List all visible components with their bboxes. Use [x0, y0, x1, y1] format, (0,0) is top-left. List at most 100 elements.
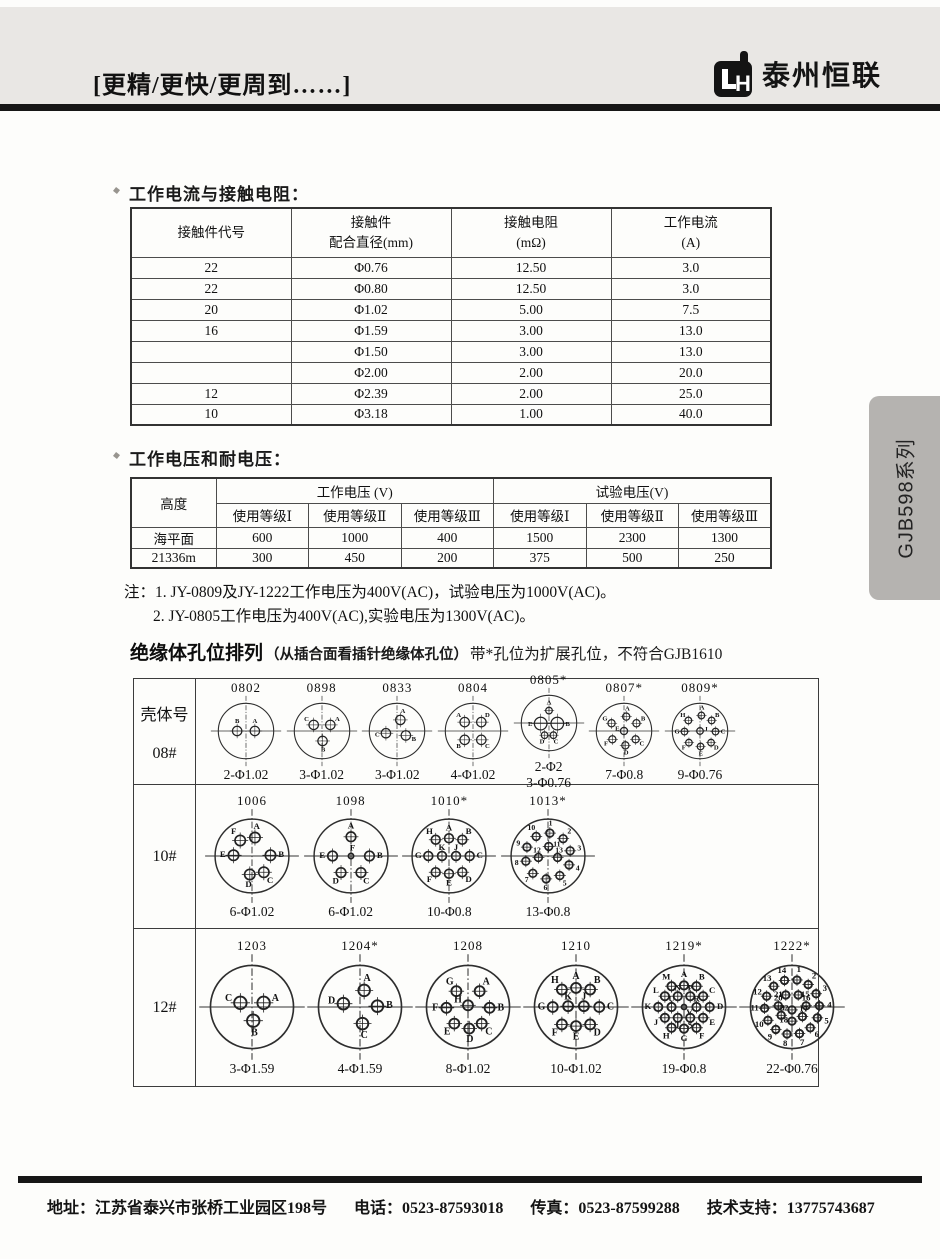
svg-text:H: H	[680, 712, 686, 719]
contact-code-cell: 12	[130, 382, 292, 405]
svg-text:V: V	[686, 1007, 693, 1017]
svg-text:11: 11	[751, 1003, 759, 1013]
svg-text:C: C	[363, 875, 369, 885]
insulator-heading: 绝缘体孔位排列 （从插合面看插针绝缘体孔位） 带*孔位为扩展孔位，不符合GJB161…	[130, 638, 722, 665]
svg-text:F: F	[427, 874, 432, 884]
svg-text:S: S	[688, 1019, 693, 1029]
svg-text:A: A	[401, 708, 406, 715]
svg-text:1: 1	[549, 818, 553, 827]
series-tab: GJB598系列	[869, 396, 940, 600]
table-cell: 12.50	[450, 256, 612, 279]
connector-face-diagram: A B C D E F G H J	[664, 695, 736, 767]
connector-model-label: 1013*	[529, 792, 567, 808]
footer-support: 技术支持：13775743687	[706, 1200, 875, 1217]
shell-number-label: 08#	[152, 744, 177, 762]
svg-text:16: 16	[802, 993, 811, 1003]
svg-text:J: J	[654, 1017, 659, 1027]
svg-text:13: 13	[763, 973, 772, 983]
connector-face-diagram: H A B G KJ C F E D	[402, 808, 497, 903]
column-header: 使用等级Ⅲ	[678, 502, 772, 528]
connector-face-diagram: A E B D C	[513, 687, 584, 759]
svg-text:C: C	[477, 850, 483, 860]
column-header: 工作电流 (A)	[610, 207, 772, 258]
svg-text:H: H	[426, 826, 433, 836]
connector-model-label: 1219*	[665, 937, 703, 953]
table-cell: Φ0.76	[290, 256, 452, 279]
connector-face-diagram: C A B	[286, 695, 357, 767]
section2-title: 工作电压和耐电压：	[129, 450, 291, 469]
column-header: 使用等级Ⅰ	[493, 502, 587, 528]
section1-title: 工作电流与接触电阻：	[129, 185, 309, 204]
section-bullet-icon	[112, 186, 121, 195]
table-row: 16 Φ1.59 3.00 13.0	[130, 319, 772, 342]
contact-code-cell: 16	[130, 319, 292, 342]
svg-text:B: B	[497, 1002, 504, 1013]
table-cell: 2.00	[450, 382, 612, 405]
table-cell: 5.00	[450, 298, 612, 321]
connector-model-label: 0807*	[605, 679, 644, 695]
svg-text:D: D	[594, 1027, 601, 1038]
contact-code-cell: 10	[130, 403, 292, 426]
svg-text:H: H	[551, 975, 559, 986]
svg-text:7: 7	[800, 1037, 805, 1047]
table-cell: 400	[400, 526, 494, 549]
svg-text:14: 14	[777, 965, 786, 975]
svg-text:C: C	[485, 1026, 492, 1037]
top-divider-bar	[0, 104, 940, 111]
footer-address: 地址：江苏省泰兴市张桥工业园区198号	[47, 1200, 328, 1217]
column-header: 使用等级Ⅲ	[400, 502, 494, 528]
svg-text:17: 17	[799, 1003, 808, 1013]
svg-text:A: A	[456, 712, 461, 719]
svg-text:N: N	[675, 983, 682, 993]
shell-number-cell: 12#	[134, 929, 196, 1086]
connector-face-diagram: A C B	[362, 695, 433, 767]
table-cell: 2.00	[450, 361, 612, 384]
svg-text:2: 2	[567, 826, 571, 835]
svg-text:E: E	[615, 725, 620, 732]
connector-0802: 0802BA2-Φ1.02	[210, 679, 282, 783]
contact-code-cell: 22	[130, 277, 292, 300]
connector-hole-spec-label: 13-Φ0.8	[525, 903, 571, 919]
connector-face-diagram: A E F B D C	[303, 808, 398, 903]
column-header: 使用等级Ⅱ	[585, 502, 679, 528]
svg-text:E: E	[220, 849, 226, 859]
connector-model-label: 0833	[382, 679, 413, 695]
connector-hole-spec-label: 6-Φ1.02	[229, 903, 275, 919]
svg-text:B: B	[715, 712, 720, 719]
footer-fax: 传真：0523-87599288	[530, 1200, 680, 1217]
contact-code-cell: 20	[130, 298, 292, 321]
connector-1204: 1204* A B C D 4-Φ1.59	[306, 938, 414, 1077]
shell-number-cell: 10#	[134, 785, 196, 928]
svg-text:J: J	[581, 991, 586, 1002]
svg-text:B: B	[466, 826, 472, 836]
svg-text:15: 15	[801, 989, 810, 999]
svg-text:C: C	[304, 716, 309, 723]
shell-header-label: 壳体号	[140, 706, 189, 724]
svg-text:18: 18	[779, 1014, 788, 1024]
connector-face-diagram: M A B L NP C K U VR D J TS E H G F	[631, 954, 737, 1060]
table-cell: Φ0.80	[290, 277, 452, 300]
svg-text:10: 10	[527, 823, 535, 832]
svg-text:E: E	[573, 1031, 580, 1042]
connector-model-label: 1203	[237, 937, 267, 953]
svg-text:22: 22	[780, 1003, 789, 1013]
insulator-table: 壳体号08#0802BA2-Φ1.020898CAB3-Φ1.020833ACB…	[133, 672, 845, 1087]
table-cell: 375	[493, 547, 587, 569]
table-cell: 3.00	[450, 319, 612, 342]
bottom-divider-bar	[18, 1176, 922, 1183]
svg-text:A: A	[572, 971, 580, 982]
connector-0807: 0807* A B C D E F G 7-Φ0.8	[588, 679, 660, 783]
shell-number-cell: 壳体号 08#	[134, 679, 196, 784]
svg-text:A: A	[363, 973, 371, 984]
connector-face-diagram: C A B	[199, 954, 305, 1060]
table-cell: 12.50	[450, 277, 612, 300]
table-row: 10 Φ3.18 1.00 40.0	[130, 403, 772, 426]
svg-text:G: G	[415, 850, 422, 860]
connector-row-area: 1203CAB3-Φ1.591204*ABCD4-Φ1.591208GAFHBE…	[196, 929, 866, 1086]
connector-model-label: 0802	[231, 679, 261, 695]
column-group-header: 工作电压 (V)	[215, 477, 494, 504]
svg-text:R: R	[693, 993, 700, 1003]
connector-model-label: 1210	[561, 937, 591, 953]
svg-text:L: L	[653, 985, 659, 995]
